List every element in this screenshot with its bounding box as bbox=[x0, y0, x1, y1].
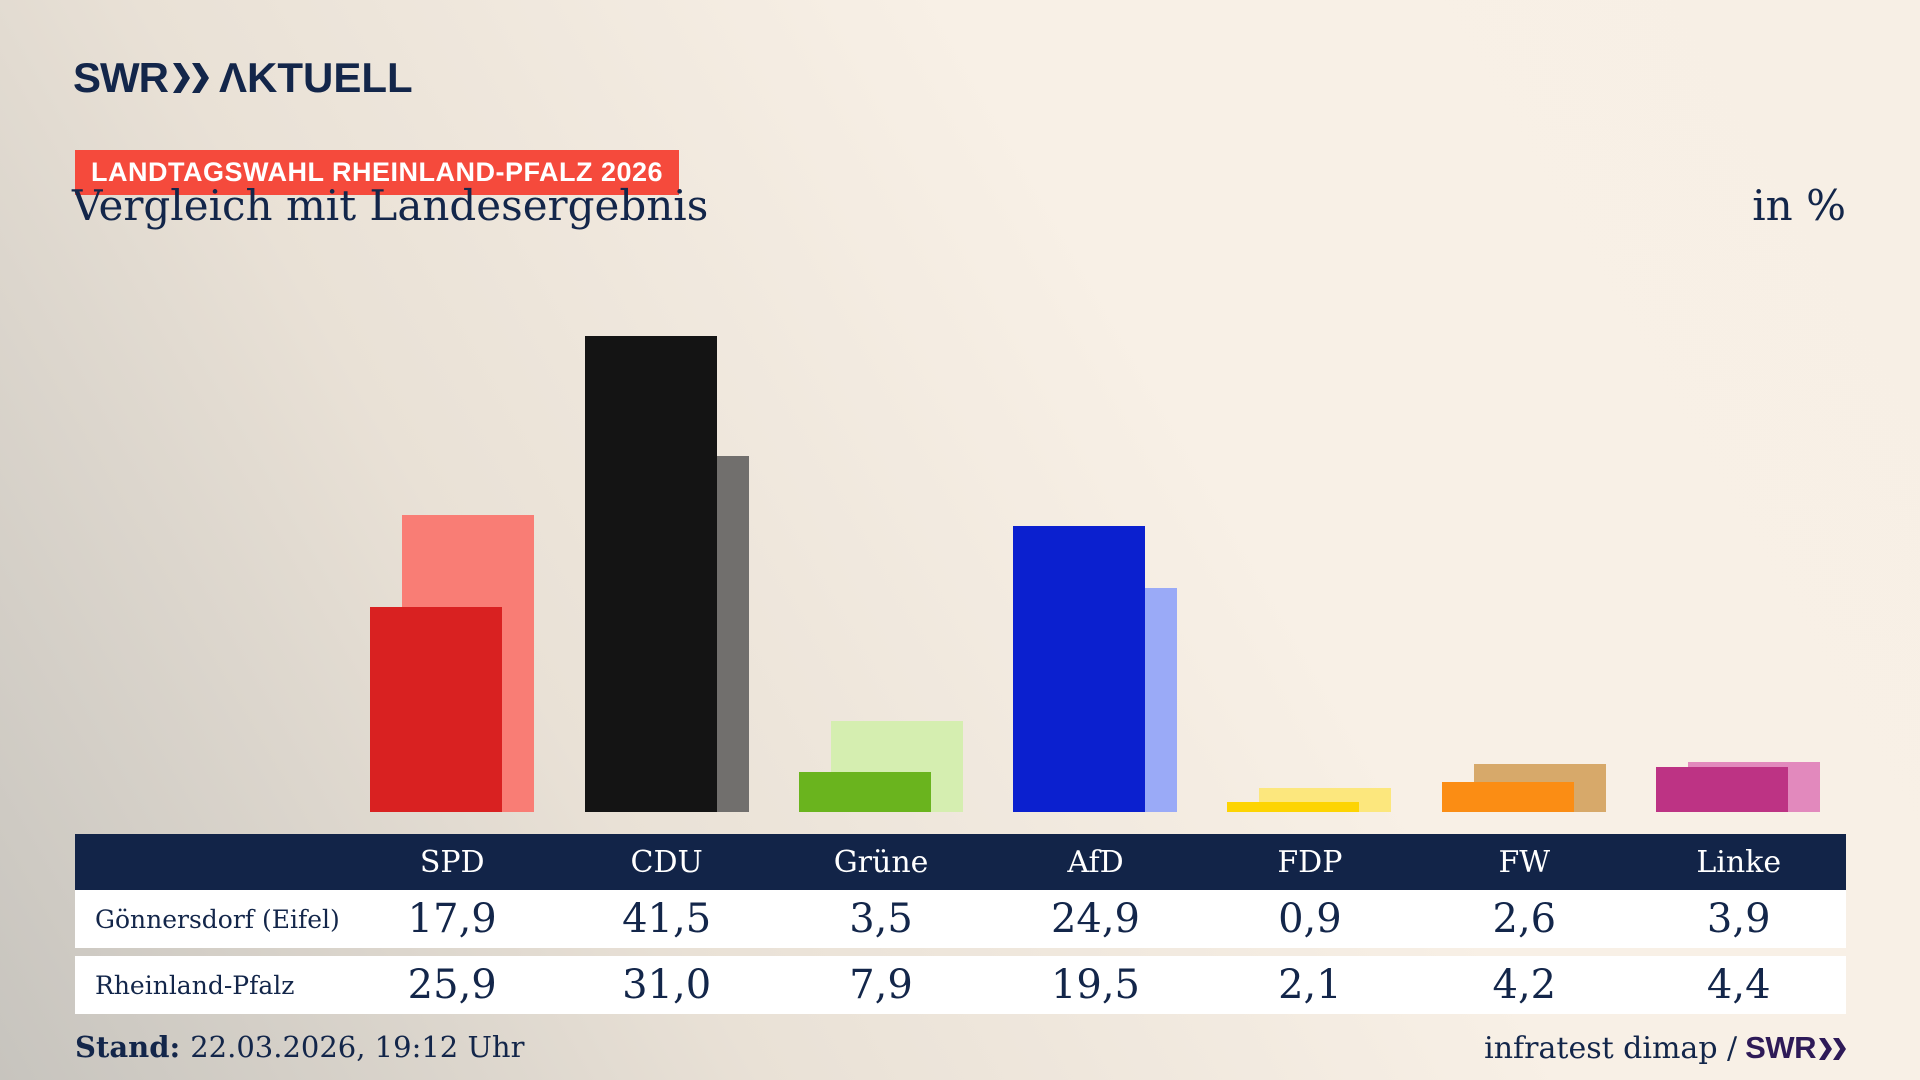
spd-value: 25,9 bbox=[407, 962, 497, 1008]
cdu-value: 31,0 bbox=[622, 962, 712, 1008]
party-header-linke: Linke bbox=[1696, 844, 1782, 880]
gruene-value: 3,5 bbox=[849, 896, 913, 942]
gruene-value: 7,9 bbox=[849, 962, 913, 1008]
swr-aktuell-logo: SWR ΛKTUELL bbox=[73, 54, 413, 102]
fw-value: 2,6 bbox=[1492, 896, 1557, 942]
source-credit: infratest dimap / SWR bbox=[1484, 1030, 1846, 1066]
table-row-state: Rheinland-Pfalz 25,9 31,0 7,9 19,5 2,1 4,2 4,4 bbox=[75, 956, 1846, 1014]
party-header-fdp: FDP bbox=[1277, 844, 1343, 880]
cdu-value: 41,5 bbox=[622, 896, 712, 942]
row-label: Gönnersdorf (Eifel) bbox=[95, 904, 340, 934]
party-header-spd: SPD bbox=[419, 844, 485, 880]
fdp-value: 2,1 bbox=[1278, 962, 1342, 1008]
gruene-local-bar bbox=[798, 771, 931, 812]
fdp-value: 0,9 bbox=[1278, 896, 1342, 942]
table-header-spacer bbox=[75, 834, 345, 890]
credit-swr-logo: SWR bbox=[1745, 1030, 1846, 1065]
party-header-gruene: Grüne bbox=[833, 844, 929, 880]
afd-local-bar bbox=[1013, 526, 1146, 812]
afd-value: 24,9 bbox=[1050, 896, 1140, 942]
cdu-local-bar bbox=[584, 336, 717, 812]
afd-value: 19,5 bbox=[1050, 962, 1140, 1008]
stand-value: 22.03.2026, 19:12 Uhr bbox=[190, 1030, 525, 1064]
party-header-afd: AfD bbox=[1067, 844, 1124, 880]
spd-value: 17,9 bbox=[407, 896, 497, 942]
unit-label: in % bbox=[1752, 181, 1846, 230]
stand-label: Stand: bbox=[75, 1030, 181, 1064]
logo-aktuell-text: ΛKTUELL bbox=[219, 54, 413, 101]
election-badge: LANDTAGSWAHL RHEINLAND-PFALZ 2026 bbox=[75, 150, 680, 195]
logo-swr-text: SWR bbox=[73, 54, 169, 101]
table-row-municipality: Gönnersdorf (Eifel) 17,9 41,5 3,5 24,9 0,9 2,6… bbox=[75, 890, 1846, 948]
credit-text: infratest dimap / bbox=[1484, 1031, 1738, 1066]
row-label: Rheinland-Pfalz bbox=[95, 970, 295, 1000]
fw-value: 4,2 bbox=[1492, 962, 1557, 1008]
linke-local-bar bbox=[1656, 767, 1788, 812]
party-header-fw: FW bbox=[1498, 844, 1551, 880]
table-header-row: SPD CDU Grüne AfD FDP FW Linke bbox=[75, 834, 1846, 890]
party-header-cdu: CDU bbox=[630, 844, 703, 880]
status-timestamp: Stand: 22.03.2026, 19:12 Uhr bbox=[75, 1030, 524, 1064]
chart-title: Vergleich mit Landesergebnis bbox=[72, 181, 709, 230]
linke-value: 4,4 bbox=[1706, 962, 1771, 1008]
logo-double-chevron-icon bbox=[173, 54, 209, 101]
credit-double-chevron-icon bbox=[1816, 1030, 1846, 1065]
fw-local-bar bbox=[1441, 782, 1574, 812]
fdp-local-bar bbox=[1227, 801, 1360, 812]
linke-value: 3,9 bbox=[1706, 896, 1771, 942]
spd-local-bar bbox=[370, 606, 503, 812]
